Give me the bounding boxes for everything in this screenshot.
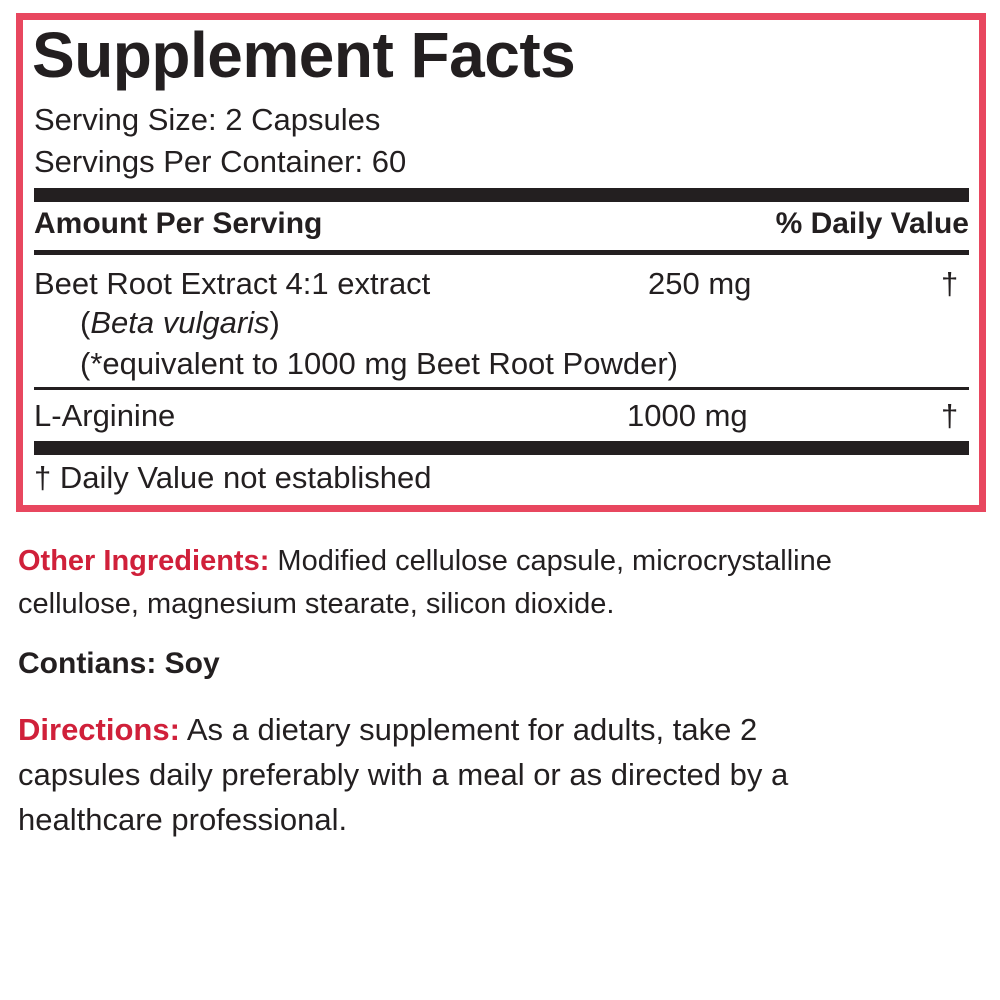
contains-allergens: Contians: Soy (18, 647, 220, 680)
ingredient-amount: 250 mg (648, 266, 752, 301)
ingredient-amount: 1000 mg (627, 398, 748, 433)
paren-close: ) (269, 305, 280, 340)
directions-label: Directions: (18, 712, 180, 747)
ingredient-dv: † (941, 398, 959, 433)
latin-name: Beta vulgaris (90, 305, 270, 340)
supplement-facts-panel (16, 13, 986, 512)
ingredient-name: L-Arginine (34, 398, 176, 433)
other-ingredients: Other Ingredients: Modified cellulose ca… (18, 545, 832, 578)
directions-line2: capsules daily preferably with a meal or… (18, 757, 789, 792)
panel-title: Supplement Facts (32, 19, 576, 91)
serving-size: Serving Size: 2 Capsules (34, 102, 381, 137)
thick-divider (34, 188, 969, 202)
ingredient-name: Beet Root Extract 4:1 extract (34, 266, 431, 301)
paren-open: ( (80, 305, 91, 340)
directions-line3: healthcare professional. (18, 802, 348, 837)
footnote: † Daily Value not established (34, 460, 432, 495)
ingredient-dv: † (941, 266, 959, 301)
servings-per-container: Servings Per Container: 60 (34, 144, 407, 179)
other-ingredients-line2: cellulose, magnesium stearate, silicon d… (18, 588, 615, 620)
amount-per-serving-header: Amount Per Serving (34, 207, 323, 240)
other-ingredients-label: Other Ingredients: (18, 545, 270, 577)
thick-divider (34, 441, 969, 455)
divider (34, 250, 969, 255)
thin-divider (34, 387, 969, 390)
ingredient-latin-name: (Beta vulgaris) (80, 305, 280, 341)
ingredient-note: (*equivalent to 1000 mg Beet Root Powder… (80, 346, 678, 381)
daily-value-header: % Daily Value (775, 207, 969, 240)
other-ingredients-text: Modified cellulose capsule, microcrystal… (269, 545, 832, 577)
directions-text: As a dietary supplement for adults, take… (179, 712, 758, 747)
directions: Directions: As a dietary supplement for … (18, 712, 757, 748)
